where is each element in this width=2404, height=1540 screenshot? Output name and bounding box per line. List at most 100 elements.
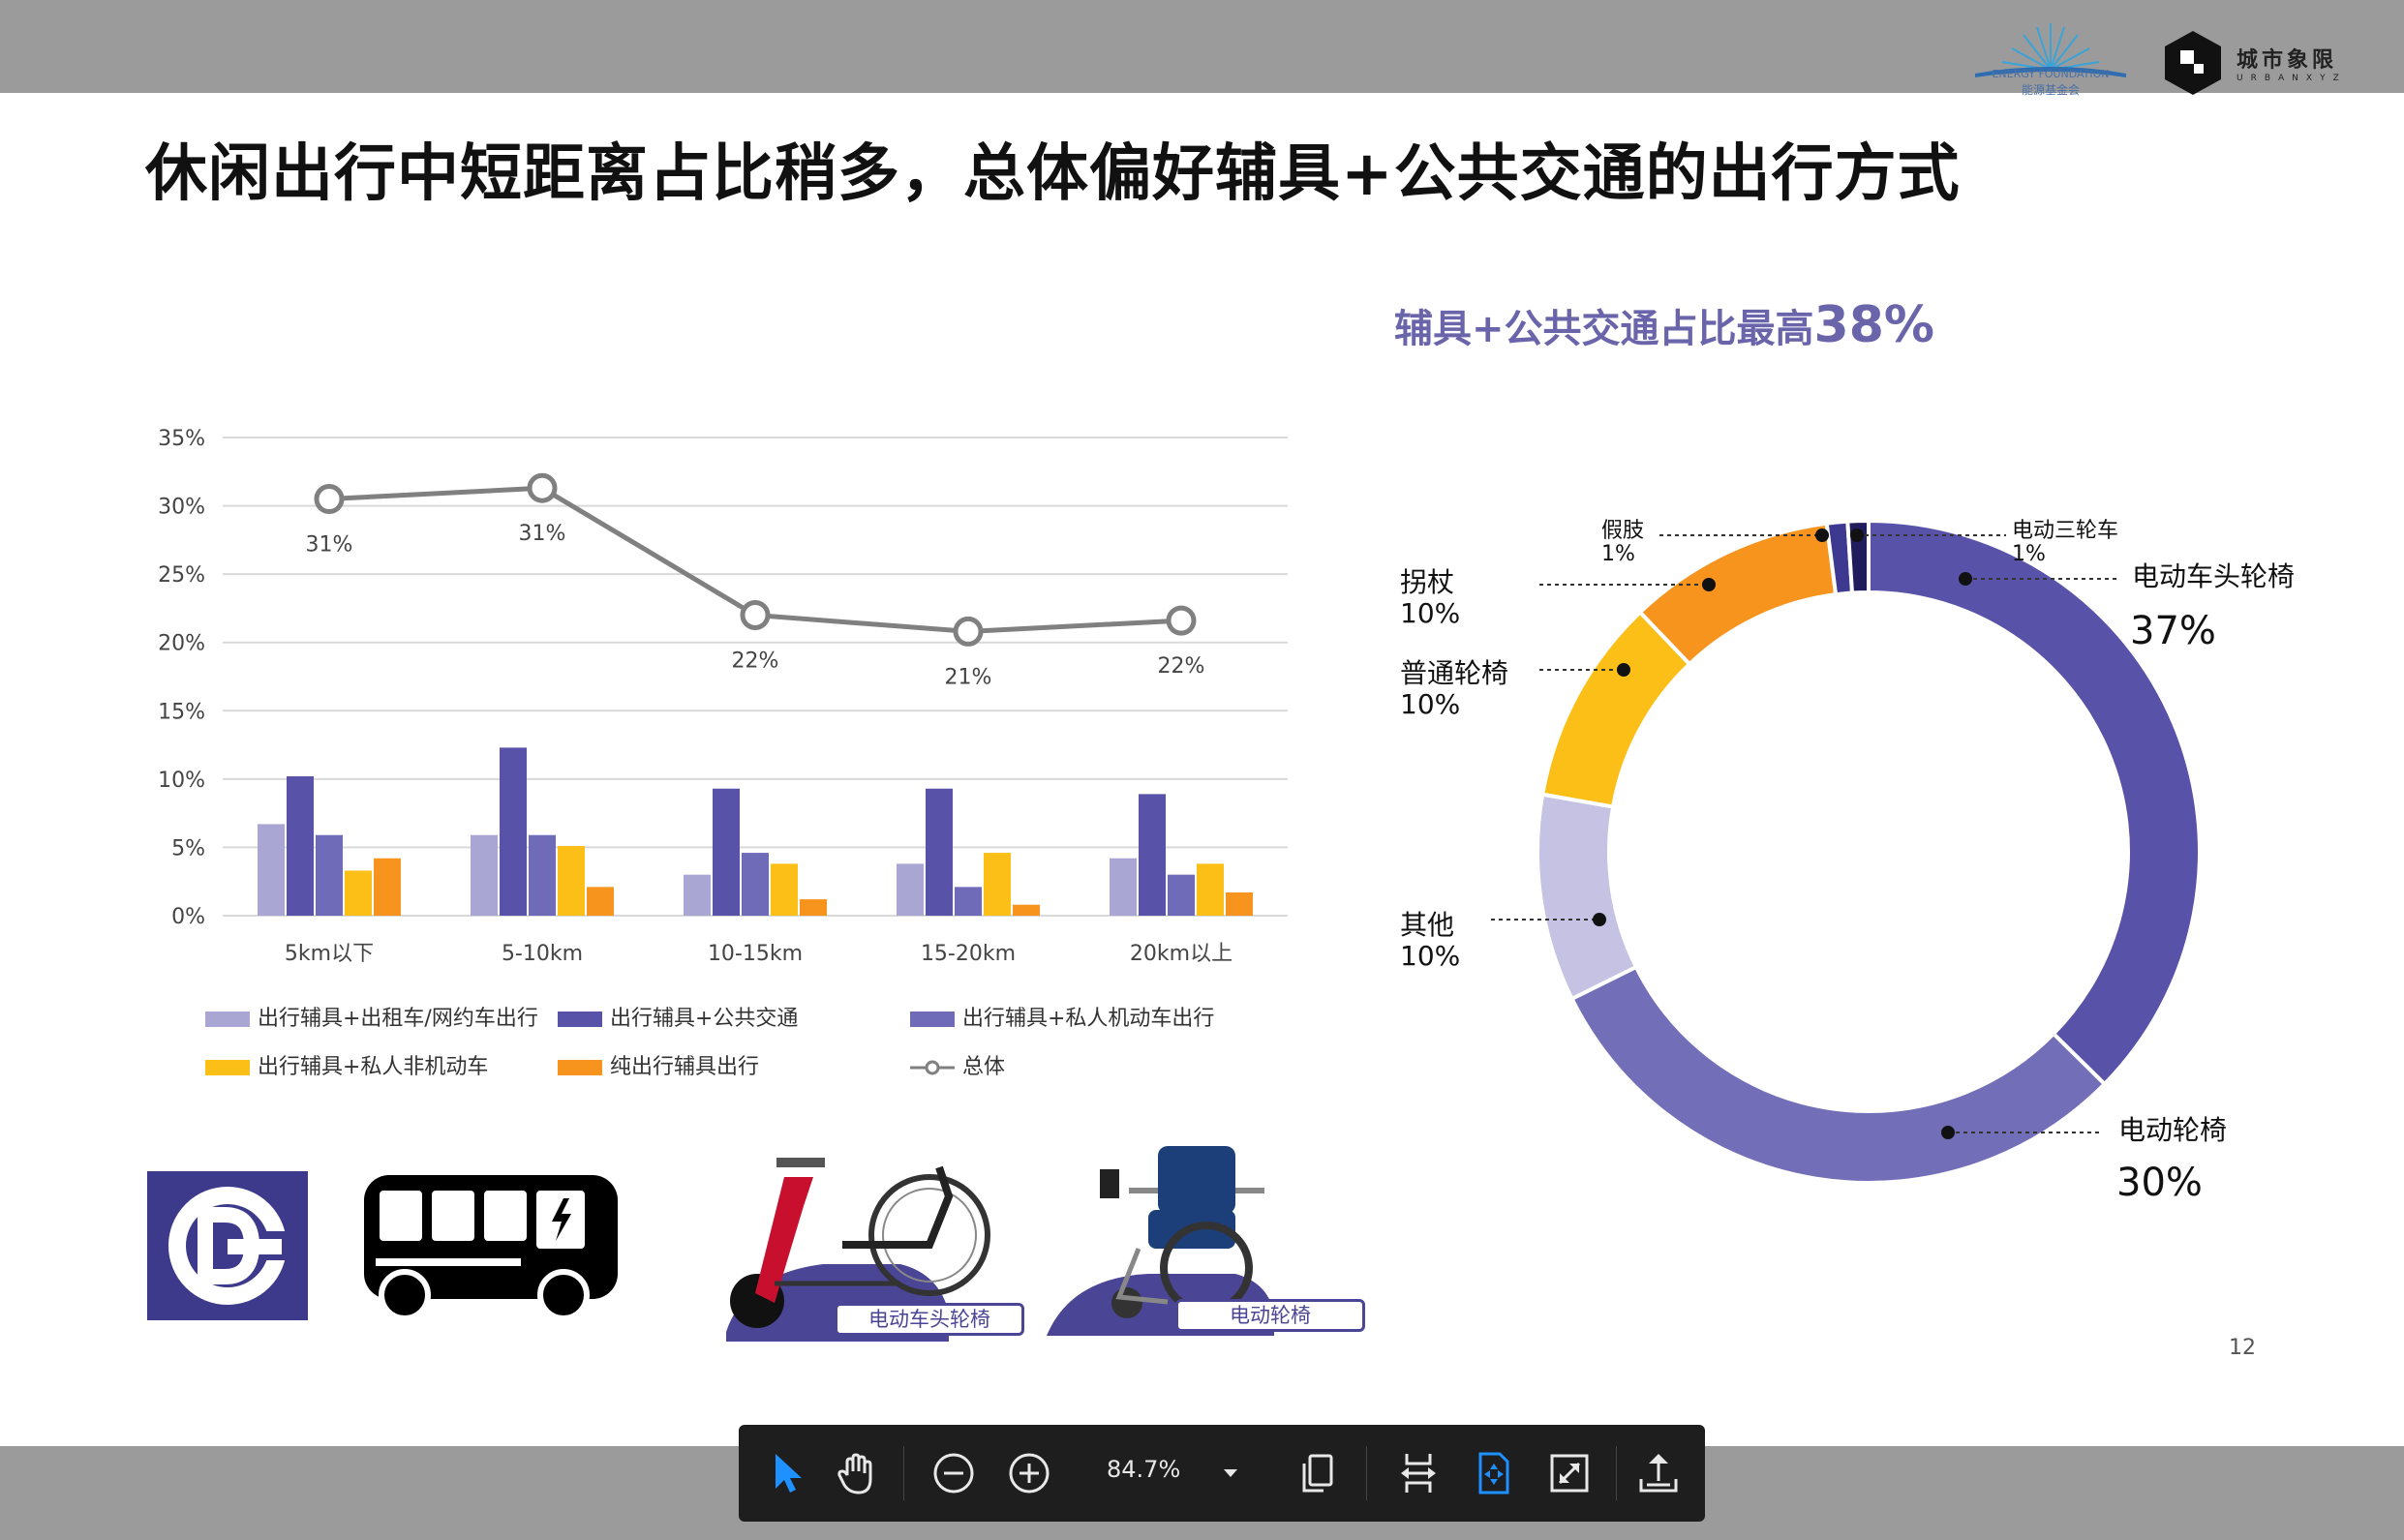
overall-data-label: 31% <box>306 533 353 558</box>
bar <box>897 863 924 916</box>
bar <box>1168 874 1195 916</box>
bar <box>742 853 769 916</box>
y-tick-label: 20% <box>158 632 205 656</box>
pie-label-crutch: 拐杖 <box>1400 566 1455 598</box>
x-tick-label: 15-20km <box>921 942 1016 966</box>
hand-tool-button[interactable] <box>826 1442 888 1504</box>
overall-point <box>740 599 771 630</box>
pie-label-electric-wheelchair: 电动轮椅 <box>2118 1114 2228 1146</box>
toolbar-separator <box>1366 1446 1367 1500</box>
bar <box>926 788 953 916</box>
bar <box>287 776 314 916</box>
y-tick-label: 25% <box>158 563 205 588</box>
legend-item-public-transit: 出行辅具+公共交通 <box>558 1001 798 1032</box>
bar <box>771 863 798 916</box>
pie-value-electric-head: 37% <box>2130 609 2216 653</box>
bar <box>587 887 614 916</box>
pie-label-manual-wheelchair: 普通轮椅 <box>1400 657 1509 689</box>
pie-value-electric-wheelchair: 30% <box>2116 1161 2203 1205</box>
legend-item-private-motor: 出行辅具+私人机动车出行 <box>910 1001 1214 1032</box>
donut-slice <box>1867 518 2202 1087</box>
electric-bus-icon <box>364 1175 618 1320</box>
legend-swatch <box>910 1012 955 1027</box>
pie-value-tricycle: 1% <box>2012 542 2046 566</box>
bar <box>1139 794 1166 916</box>
bar <box>471 834 498 916</box>
toolbar-separator <box>1616 1446 1617 1500</box>
bar <box>713 788 740 916</box>
assistive-device-donut <box>1536 518 2202 1185</box>
pdf-viewer-toolbar: 84.7% <box>739 1425 1705 1522</box>
wheelchair-head-label: 电动车头轮椅 <box>835 1303 1024 1336</box>
legend-swatch <box>558 1012 602 1027</box>
bar <box>800 899 827 916</box>
zoom-out-button[interactable] <box>923 1442 985 1504</box>
zoom-level-readout[interactable]: 84.7% <box>1107 1456 1181 1483</box>
bar <box>558 846 585 916</box>
overall-data-label: 22% <box>732 649 779 673</box>
bar <box>1110 858 1137 916</box>
pie-heading-highlight: 38% <box>1813 296 1934 354</box>
bar <box>529 834 556 916</box>
legend-item-taxi: 出行辅具+出租车/网约车出行 <box>205 1001 538 1032</box>
pie-value-prosthesis: 1% <box>1601 542 1635 566</box>
overall-data-label: 31% <box>519 522 566 546</box>
urbanxyz-name-en: URBANXYZ <box>2237 74 2347 83</box>
legend-swatch <box>558 1060 602 1075</box>
energy-foundation-en: ENERGY FOUNDATION <box>1992 68 2110 80</box>
legend-line-swatch <box>910 1060 955 1075</box>
overall-point <box>953 616 984 647</box>
zoom-dropdown-button[interactable] <box>1211 1442 1250 1504</box>
fullscreen-button[interactable] <box>1538 1442 1600 1504</box>
urbanxyz-name-cn: 城市象限 <box>2237 48 2338 73</box>
pie-value-manual-wheelchair: 10% <box>1400 688 1461 720</box>
bar <box>984 853 1011 916</box>
zoom-out-icon <box>933 1453 974 1494</box>
page-title: 休闲出行中短距离占比稍多，总体偏好辅具+公共交通的出行方式 <box>145 138 1961 210</box>
overall-data-label: 22% <box>1158 654 1205 679</box>
bar <box>684 874 711 916</box>
pie-label-other: 其他 <box>1400 909 1455 941</box>
select-arrow-icon <box>776 1454 802 1493</box>
copy-pages-icon <box>1302 1454 1333 1493</box>
legend-item-pure-aid: 纯出行辅具出行 <box>558 1049 759 1080</box>
hand-icon <box>837 1453 872 1495</box>
pie-heading-text: 辅具+公共交通占比最高 <box>1394 307 1814 351</box>
energy-foundation-cn: 能源基金会 <box>2021 83 2080 97</box>
zoom-dropdown-icon <box>1224 1469 1237 1477</box>
viewer-top-bar <box>0 0 2404 92</box>
zoom-in-button[interactable] <box>998 1442 1060 1504</box>
copy-pages-button[interactable] <box>1287 1442 1349 1504</box>
bar <box>1226 892 1253 916</box>
fit-width-button[interactable] <box>1387 1442 1449 1504</box>
y-tick-label: 0% <box>171 905 205 929</box>
overall-point <box>314 484 345 515</box>
pie-value-other: 10% <box>1400 940 1461 972</box>
bar <box>258 824 285 916</box>
legend-swatch <box>205 1012 250 1027</box>
overall-data-label: 21% <box>945 665 992 689</box>
page-number: 12 <box>2229 1336 2256 1360</box>
bar <box>1197 863 1224 916</box>
zoom-in-icon <box>1009 1453 1050 1494</box>
bar <box>955 887 982 916</box>
select-tool-button[interactable] <box>756 1442 818 1504</box>
bar <box>1013 904 1040 916</box>
fit-width-icon <box>1401 1454 1436 1493</box>
pie-label-electric-head: 电动车头轮椅 <box>2132 560 2296 592</box>
pie-heading: 辅具+公共交通占比最高38% <box>1394 296 1934 354</box>
legend-item-non-motor: 出行辅具+私人非机动车 <box>205 1049 488 1080</box>
fit-page-button[interactable] <box>1463 1442 1525 1504</box>
overall-point <box>527 472 558 503</box>
y-tick-label: 15% <box>158 700 205 724</box>
legend-swatch <box>205 1060 250 1075</box>
urbanxyz-logo-icon <box>2165 31 2221 95</box>
beijing-subway-logo <box>147 1171 308 1320</box>
share-upload-icon <box>1639 1454 1678 1493</box>
share-upload-button[interactable] <box>1628 1442 1689 1504</box>
x-tick-label: 5-10km <box>502 942 583 966</box>
x-tick-label: 10-15km <box>708 942 803 966</box>
energy-foundation-logo <box>1975 23 2126 77</box>
y-tick-label: 5% <box>171 836 205 861</box>
donut-slice <box>1568 964 2108 1185</box>
